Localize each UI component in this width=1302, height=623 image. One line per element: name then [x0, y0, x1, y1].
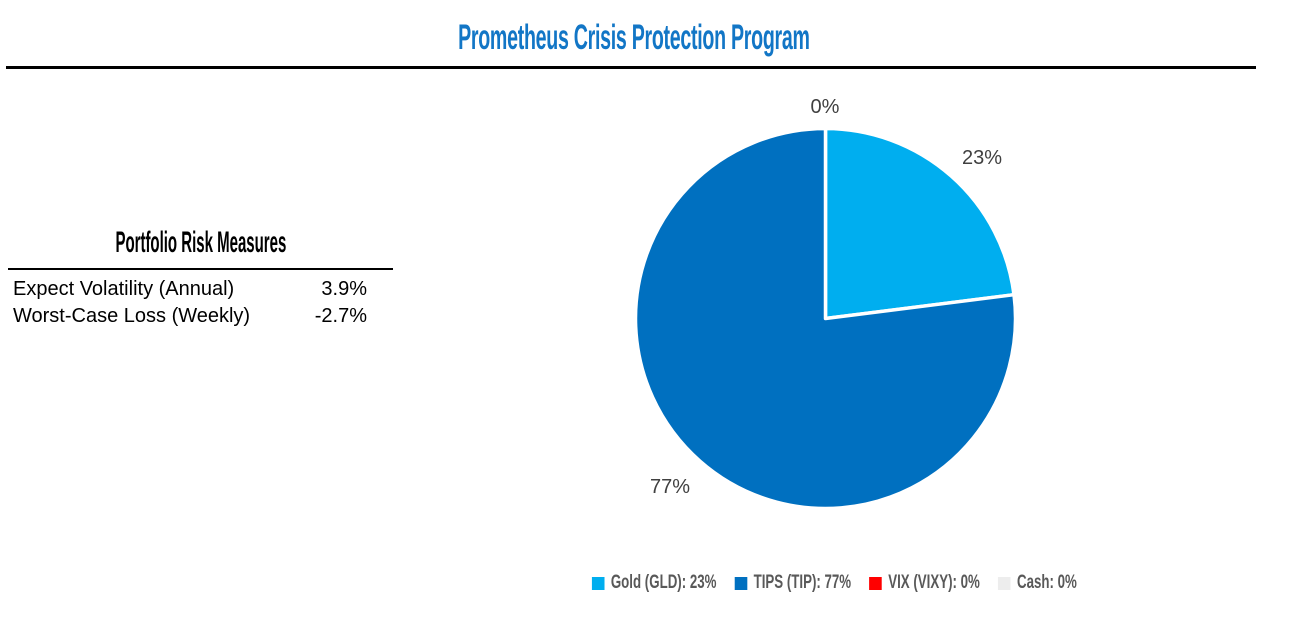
risk-row-label: Expect Volatility (Annual): [13, 278, 235, 300]
pie-slice-gold-gld: [823, 126, 1016, 321]
pie-slice-tips-tip: [633, 126, 1018, 511]
header: Prometheus Crisis Protection Program: [0, 20, 1268, 56]
legend-swatch-cash: [997, 576, 1011, 590]
risk-row-value: -2.7%: [314, 305, 367, 327]
portfolio-risk-table: Portfolio Risk Measures Expect Volatilit…: [8, 224, 393, 330]
risk-row-value: 3.9%: [321, 278, 367, 300]
legend-label-tips: TIPS (TIP): 77%: [753, 572, 851, 593]
legend-swatch-vix: [868, 576, 882, 590]
legend-label-gold: Gold (GLD): 23%: [610, 572, 717, 593]
pie-data-label-gold: 23%: [961, 147, 1003, 169]
legend-item-cash: Cash: 0%: [997, 572, 1077, 593]
legend-swatch-tips: [734, 576, 747, 590]
legend-item-gold: Gold (GLD): 23%: [591, 572, 717, 593]
legend-row: Gold (GLD): 23% TIPS (TIP): 77% VIX (VIX…: [591, 572, 1077, 593]
chart-legend: Gold (GLD): 23% TIPS (TIP): 77% VIX (VIX…: [0, 573, 1302, 593]
table-row: Worst-Case Loss (Weekly) -2.7%: [13, 303, 367, 330]
legend-item-tips: TIPS (TIP): 77%: [734, 572, 851, 593]
legend-item-vix: VIX (VIXY): 0%: [868, 572, 980, 593]
pie-data-label-tips: 77%: [649, 476, 691, 498]
legend-swatch-gold: [591, 576, 605, 590]
page-title: Prometheus Crisis Protection Program: [458, 18, 810, 57]
risk-table-body: Expect Volatility (Annual) 3.9% Worst-Ca…: [8, 270, 393, 330]
risk-row-label: Worst-Case Loss (Weekly): [13, 305, 251, 327]
table-row: Expect Volatility (Annual) 3.9%: [13, 276, 367, 303]
risk-table-title: Portfolio Risk Measures: [115, 226, 286, 259]
pie-chart: [633, 126, 1018, 511]
legend-label-cash: Cash: 0%: [1016, 572, 1077, 593]
pie-data-label-zero: 0%: [810, 96, 840, 118]
risk-table-header: Portfolio Risk Measures: [8, 224, 393, 270]
header-divider: [6, 66, 1256, 69]
legend-label-vix: VIX (VIXY): 0%: [887, 572, 980, 593]
